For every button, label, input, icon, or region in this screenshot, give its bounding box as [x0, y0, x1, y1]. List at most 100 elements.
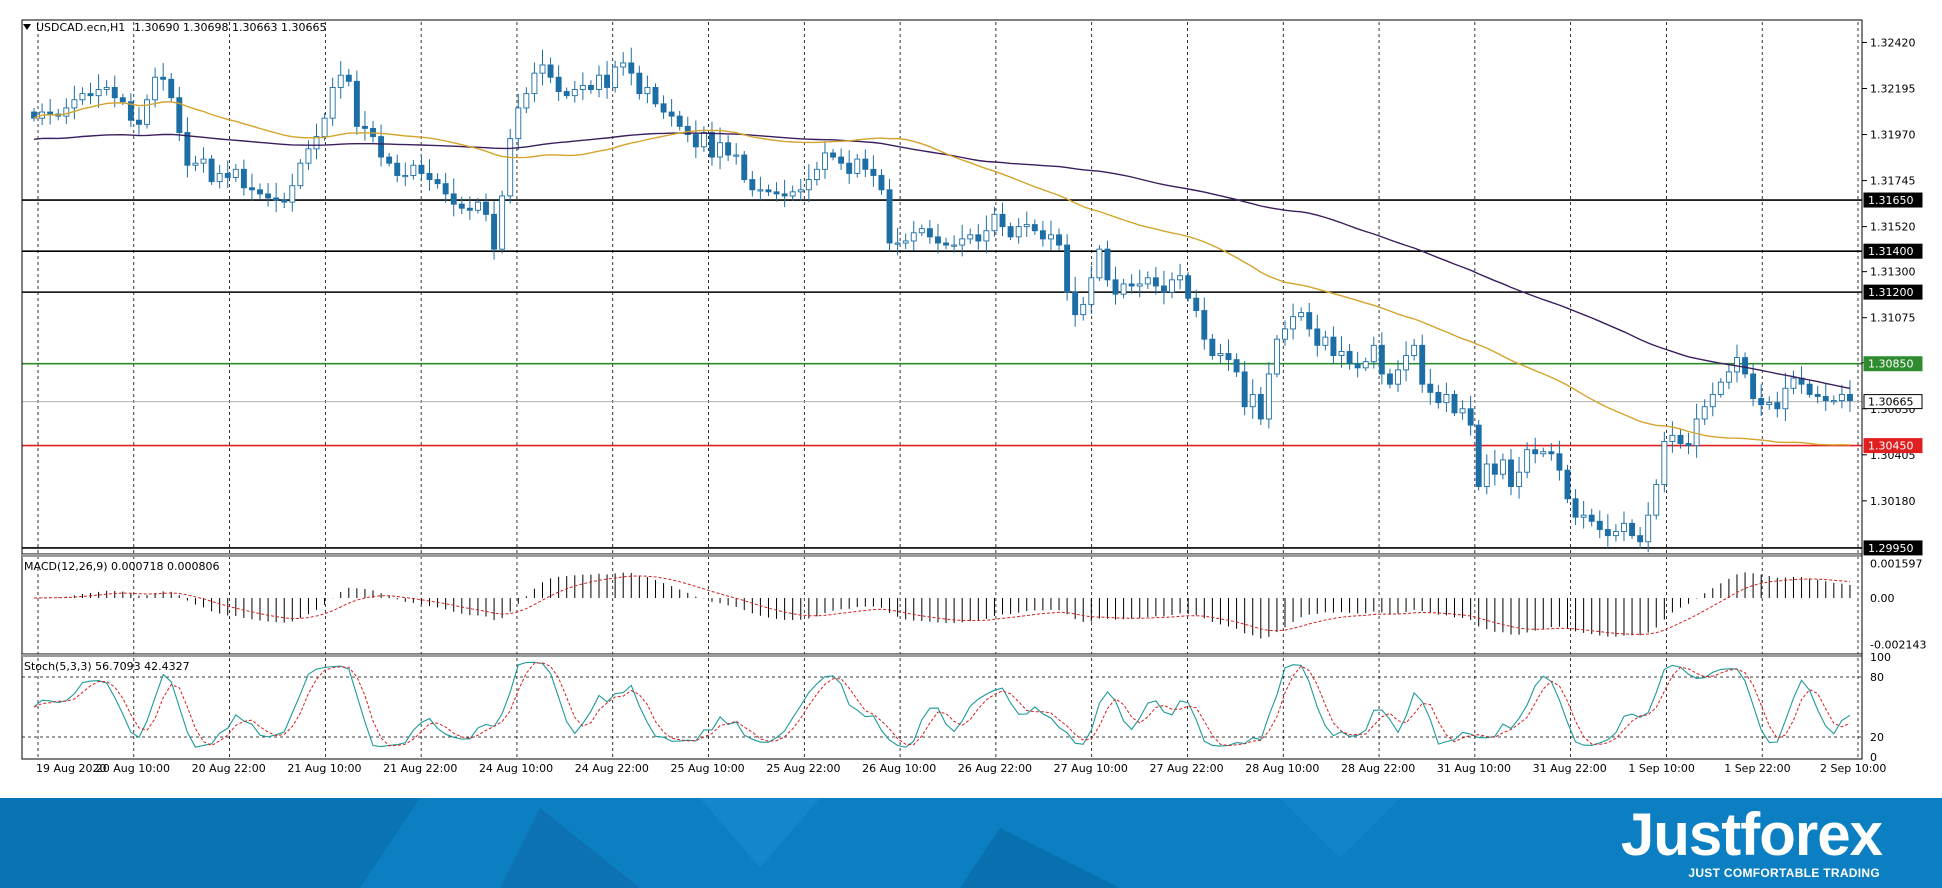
- candle-body: [1596, 520, 1603, 530]
- candle-body: [111, 87, 118, 99]
- candle-body: [450, 193, 457, 205]
- candle-body: [483, 201, 489, 215]
- grid-lines: [37, 22, 1859, 757]
- candle-body: [136, 119, 142, 125]
- candle-body: [1354, 363, 1361, 369]
- candle-body: [878, 175, 885, 191]
- level-price-label: 1.30850: [1868, 358, 1914, 371]
- candle-body: [273, 197, 280, 201]
- level-price-label: 1.30450: [1868, 440, 1914, 453]
- candle-body: [1822, 396, 1829, 402]
- candle-body: [1572, 498, 1579, 518]
- candle-body: [918, 228, 925, 234]
- candle-body: [1395, 369, 1401, 385]
- candle-body: [902, 240, 909, 244]
- candle-body: [1233, 359, 1240, 373]
- candle-body: [515, 107, 522, 140]
- x-tick-label: 20 Aug 10:00: [96, 762, 170, 775]
- candle-body: [959, 238, 966, 246]
- candle-body: [402, 175, 409, 178]
- candle-body: [1152, 277, 1159, 287]
- candle-body: [71, 99, 78, 109]
- candle-body: [458, 203, 465, 209]
- candle-body: [1491, 463, 1498, 475]
- level-price-tag: [1863, 192, 1923, 208]
- candle-body: [1693, 418, 1700, 447]
- candle-body: [1031, 224, 1038, 232]
- candle-body: [297, 162, 304, 187]
- candle-body: [757, 189, 764, 192]
- candle-body: [79, 93, 86, 101]
- banner-shape: [1880, 798, 1942, 888]
- candle-body: [1717, 381, 1724, 395]
- candle-body: [797, 189, 804, 193]
- candle-body: [474, 201, 481, 211]
- candle-body: [1064, 244, 1071, 293]
- candle-body: [1814, 393, 1821, 397]
- candle-body: [176, 97, 183, 133]
- symbol-title[interactable]: USDCAD.ecn,H1: [36, 21, 125, 34]
- candle-body: [1725, 371, 1732, 383]
- candle-body: [781, 193, 788, 197]
- candle-body: [692, 134, 699, 148]
- banner-shape: [700, 798, 820, 868]
- candle-body: [644, 87, 651, 95]
- x-tick-label: 28 Aug 10:00: [1245, 762, 1319, 775]
- candle-body: [240, 168, 247, 189]
- symbol-dropdown-icon[interactable]: [23, 24, 31, 30]
- candle-body: [1556, 453, 1563, 471]
- candle-body: [232, 168, 239, 178]
- candle-body: [1548, 451, 1555, 455]
- candle-body: [265, 193, 272, 199]
- candle-body: [1677, 434, 1684, 444]
- candle-body: [1386, 373, 1393, 385]
- candle-body: [1080, 303, 1087, 316]
- candle-body: [862, 158, 869, 170]
- level-price-label: 1.31200: [1868, 286, 1914, 299]
- candle-body: [1653, 484, 1660, 516]
- candle-body: [1701, 406, 1708, 420]
- candle-body: [910, 232, 917, 242]
- candle-body: [1419, 344, 1426, 385]
- candle-body: [1298, 312, 1305, 318]
- macd-y-tick-label: 0.001597: [1870, 558, 1923, 571]
- y-tick-label: 1.30180: [1870, 495, 1916, 508]
- candle-body: [257, 189, 263, 195]
- candle-body: [1604, 529, 1611, 537]
- candle-body: [1338, 351, 1345, 357]
- candle-body: [668, 111, 675, 117]
- candle-body: [999, 213, 1006, 228]
- candle-body: [846, 162, 853, 174]
- stoch-y-tick-label: 20: [1870, 731, 1884, 744]
- candle-body: [1499, 459, 1506, 475]
- candle-body: [47, 111, 54, 115]
- candle-body: [127, 101, 134, 121]
- panel-frame: [21, 19, 1863, 555]
- candle-body: [442, 183, 449, 195]
- candle-body: [224, 172, 231, 178]
- candle-body: [1621, 522, 1627, 532]
- candle-body: [967, 234, 974, 240]
- candle-body: [1806, 383, 1813, 395]
- x-tick-label: 28 Aug 22:00: [1341, 762, 1415, 775]
- candle-body: [1742, 357, 1748, 375]
- candle-body: [813, 168, 820, 181]
- candle-body: [1612, 531, 1619, 537]
- candle-body: [733, 154, 740, 157]
- candle-body: [563, 91, 570, 97]
- x-tick-label: 1 Sep 22:00: [1724, 762, 1790, 775]
- stoch-title: Stoch(5,3,3) 56.7093 42.4327: [24, 660, 190, 673]
- candle-body: [103, 87, 110, 90]
- x-tick-label: 1 Sep 10:00: [1628, 762, 1694, 775]
- candle-body: [1209, 338, 1216, 357]
- y-tick-label: 1.31745: [1870, 175, 1916, 188]
- candle-body: [1685, 443, 1692, 447]
- candle-body: [870, 168, 877, 176]
- candle-body: [434, 179, 441, 185]
- candle-body: [822, 152, 828, 170]
- candle-body: [1532, 449, 1539, 455]
- candle-body: [1782, 387, 1789, 410]
- candle-body: [1169, 279, 1175, 293]
- candlestick-series: [31, 47, 1853, 553]
